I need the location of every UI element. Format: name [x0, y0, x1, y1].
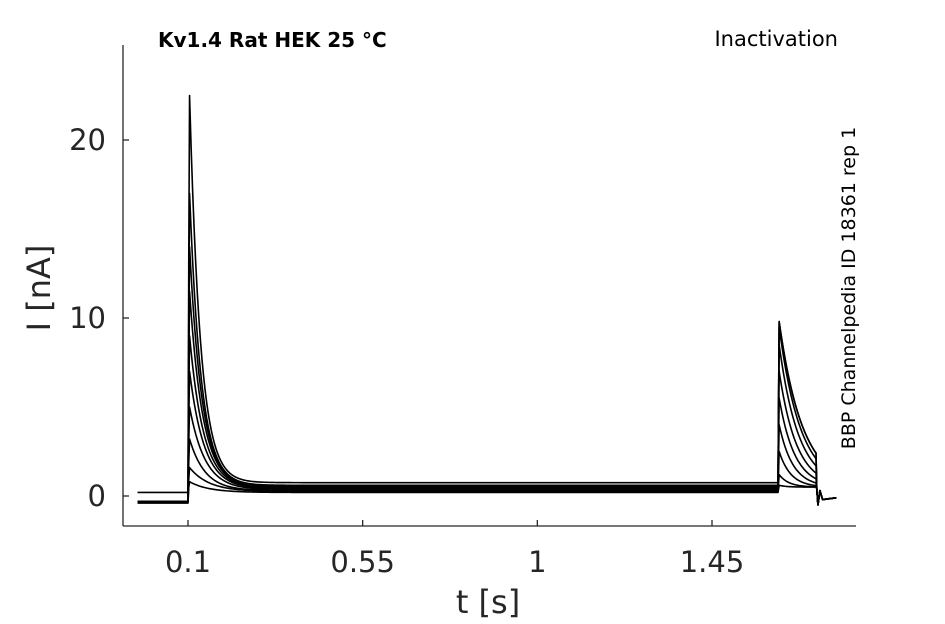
x-tick-label: 1 [528, 545, 546, 579]
source-label: BBP Channelpedia ID 18361 rep 1 [838, 127, 860, 449]
current-trace-4 [137, 406, 837, 506]
x-tick-label: 0.1 [165, 545, 211, 579]
y-tick-label: 20 [69, 123, 106, 157]
y-tick-label: 10 [69, 301, 106, 335]
current-trace-1 [137, 480, 837, 506]
current-trace-3 [137, 438, 837, 506]
y-axis-label: I [nA] [20, 245, 58, 332]
current-trace-9 [137, 192, 837, 506]
current-trace-10 [137, 94, 837, 506]
current-traces [137, 94, 837, 506]
y-axis-ticks: 0 10 20 [69, 123, 129, 513]
current-trace-7 [137, 290, 837, 506]
current-trace-8 [137, 246, 837, 506]
protocol-label: Inactivation [714, 27, 838, 51]
x-tick-label: 1.45 [680, 545, 745, 579]
y-tick-label: 0 [88, 479, 106, 513]
current-trace-5 [137, 370, 837, 506]
x-axis-ticks: 0.1 0.55 1 1.45 [165, 520, 744, 579]
current-trace-2 [137, 466, 837, 506]
x-axis-label: t [s] [456, 583, 520, 621]
x-tick-label: 0.55 [330, 545, 395, 579]
current-trace-6 [137, 334, 837, 506]
chart-title: Kv1.4 Rat HEK 25 °C [158, 28, 387, 52]
